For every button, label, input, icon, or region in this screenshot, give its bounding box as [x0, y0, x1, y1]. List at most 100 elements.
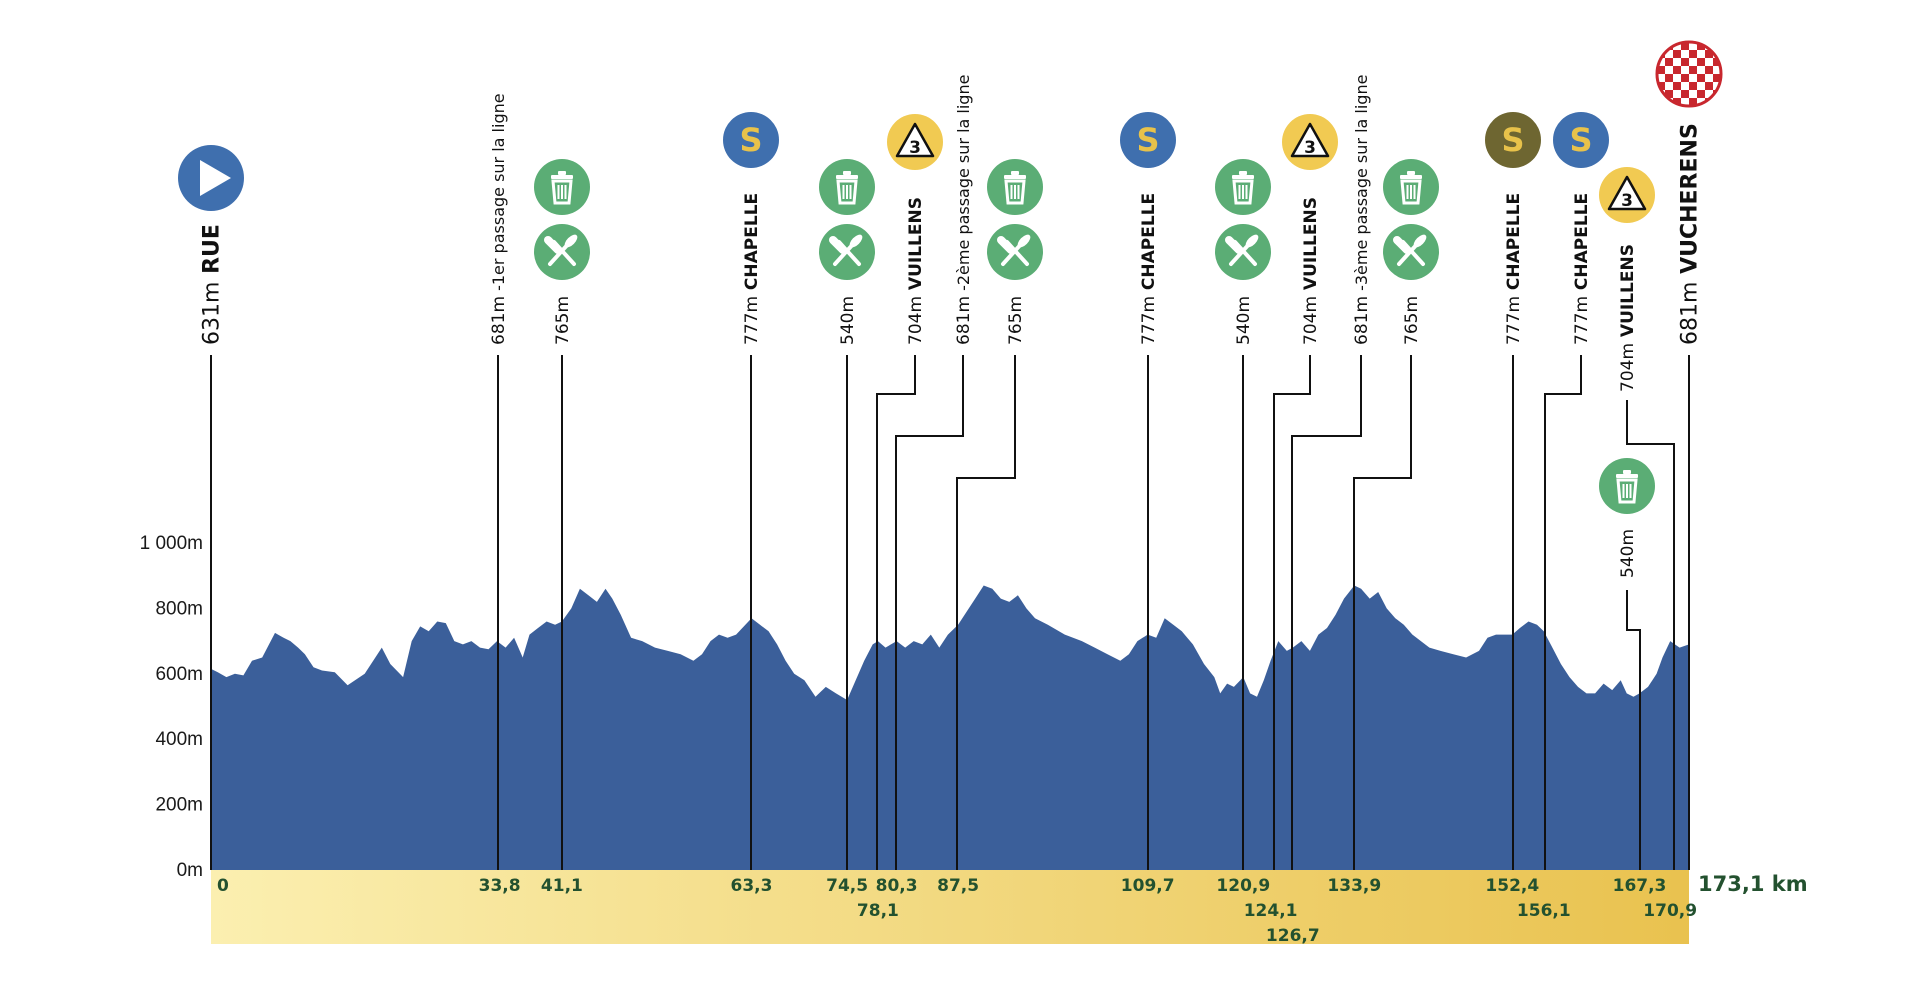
start-icon [178, 145, 244, 211]
km-label: 87,5 [937, 876, 979, 896]
feed-zone-icon [987, 224, 1043, 280]
y-tick-label: 800m [155, 598, 203, 619]
waste-zone-icon [534, 159, 590, 215]
waypoint-altitude: 540m [838, 296, 858, 345]
km-label: 109,7 [1121, 876, 1175, 896]
km-label: 170,9 [1643, 901, 1697, 921]
waste-zone-icon [819, 159, 875, 215]
waste-zone-icon [987, 159, 1043, 215]
feed-zone-icon [819, 224, 875, 280]
waypoint-name: VUILLENS [1618, 244, 1638, 343]
waypoint-label: 704m VUILLENS [1618, 244, 1638, 392]
climb-category-icon: 3 [887, 114, 943, 170]
sprint-letter: S [1569, 121, 1592, 159]
km-label: 0 [217, 876, 229, 896]
km-label: 124,1 [1244, 901, 1298, 921]
waypoint-label: 681m -3ème passage sur la ligne [1352, 75, 1372, 345]
y-tick-label: 600m [155, 664, 203, 685]
climb-category-icon: 3 [1282, 114, 1338, 170]
sprint-icon: S [1553, 112, 1609, 168]
climb-category: 3 [909, 138, 921, 158]
y-axis: 0m 200m 400m 600m 800m 1 000m [140, 533, 203, 881]
climb-category-icon: 3 [1599, 167, 1655, 223]
km-label: 41,1 [541, 876, 583, 896]
distance-band [211, 870, 1689, 944]
feed-zone-icon [534, 224, 590, 280]
waypoint-label: 765m [553, 296, 573, 345]
y-tick-label: 0m [177, 860, 203, 881]
km-label: 133,9 [1327, 876, 1381, 896]
waypoint-altitude: 540m [1618, 529, 1638, 578]
km-label: 156,1 [1517, 901, 1571, 921]
km-label: 126,7 [1266, 926, 1320, 946]
waste-zone-icon [1599, 458, 1655, 514]
sprint-icon: S [723, 112, 779, 168]
waypoint-name: VUCHERENS [1678, 123, 1703, 281]
waypoint-label: 777m CHAPELLE [1572, 193, 1592, 345]
waypoint-altitude: 681m [1352, 296, 1372, 345]
km-label: 120,9 [1216, 876, 1270, 896]
waypoint-label: 681m VUCHERENS [1678, 123, 1703, 345]
km-label: 167,3 [1613, 876, 1667, 896]
waypoint-name: CHAPELLE [742, 193, 762, 296]
waypoint-label: 540m [1618, 529, 1638, 578]
elevation-profile-area [211, 585, 1689, 870]
km-label: 63,3 [731, 876, 773, 896]
y-tick-label: 400m [155, 729, 203, 750]
finish-icon [1655, 40, 1723, 108]
waypoint-altitude: 777m [1139, 296, 1159, 345]
leader-line [1626, 590, 1641, 870]
waypoint-altitude: 777m [1504, 296, 1524, 345]
km-label: 152,4 [1485, 876, 1539, 896]
y-tick-label: 1 000m [140, 533, 203, 554]
sprint-letter: S [1136, 121, 1159, 159]
sprint-icon: S [1120, 112, 1176, 168]
waypoint-altitude: 681m [489, 296, 509, 345]
km-label: 74,5 [826, 876, 868, 896]
climb-category: 3 [1304, 138, 1316, 158]
waypoint-altitude: 704m [1301, 296, 1321, 345]
waypoint-label: 777m CHAPELLE [742, 193, 762, 345]
waste-zone-icon [1215, 159, 1271, 215]
waypoint-label: 765m [1006, 296, 1026, 345]
leader-line [895, 355, 964, 870]
waypoint-label: 704m VUILLENS [1301, 197, 1321, 345]
waypoint-altitude: 765m [1006, 296, 1026, 345]
waypoint-altitude: 681m [954, 296, 974, 345]
leader-line [1626, 400, 1675, 870]
waypoint-label: 540m [1234, 296, 1254, 345]
waypoint-markers: 631m RUE 681m -1er passage sur la ligne 76… [178, 40, 1723, 870]
waypoint-note: -1er passage sur la ligne [489, 93, 508, 296]
waypoint-label: 765m [1402, 296, 1422, 345]
feed-zone-icon [1383, 224, 1439, 280]
leader-line [876, 355, 916, 870]
waypoint-label: 777m CHAPELLE [1504, 193, 1524, 345]
waypoint-label: 777m CHAPELLE [1139, 193, 1159, 345]
sprint-letter: S [1501, 121, 1524, 159]
waypoint-label: 681m -1er passage sur la ligne [489, 93, 509, 345]
waypoint-name: RUE [200, 224, 225, 282]
waypoint-altitude: 681m [1678, 282, 1703, 345]
waypoint-altitude: 631m [200, 282, 225, 345]
waypoint-label: 631m RUE [200, 224, 225, 345]
leader-line [1544, 355, 1582, 870]
sprint-letter: S [739, 121, 762, 159]
feed-zone-icon [1215, 224, 1271, 280]
km-labels: 0 33,8 41,1 63,3 74,5 78,1 80,3 87,5 109,7 120,9 1… [217, 876, 1697, 946]
km-label: 78,1 [857, 901, 899, 921]
sprint-icon: S [1485, 112, 1541, 168]
leader-line [1353, 355, 1412, 870]
climb-category: 3 [1621, 191, 1633, 211]
km-label: 80,3 [876, 876, 918, 896]
waypoint-name: CHAPELLE [1504, 193, 1524, 296]
waypoint-altitude: 765m [1402, 296, 1422, 345]
waypoint-altitude: 540m [1234, 296, 1254, 345]
waypoint-name: CHAPELLE [1139, 193, 1159, 296]
waypoint-name: VUILLENS [906, 197, 926, 296]
waypoint-note: -3ème passage sur la ligne [1352, 75, 1371, 296]
waypoint-altitude: 777m [1572, 296, 1592, 345]
total-distance-label: 173,1 km [1698, 872, 1808, 896]
leader-line [1291, 355, 1362, 870]
waste-zone-icon [1383, 159, 1439, 215]
